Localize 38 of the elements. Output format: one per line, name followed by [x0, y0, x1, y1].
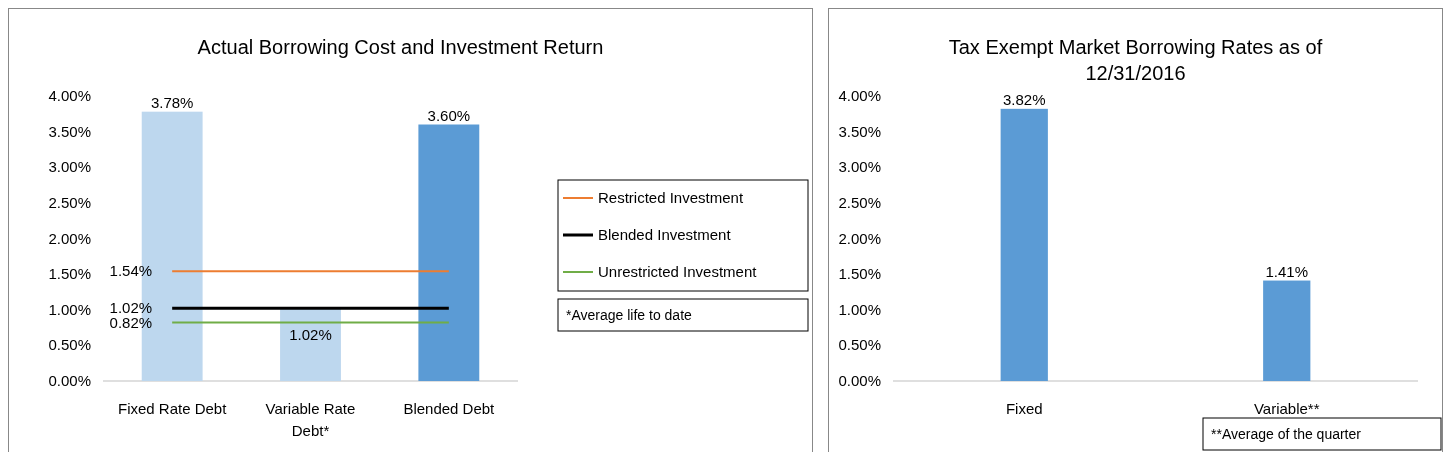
y-tick-label: 0.50%	[838, 336, 881, 354]
y-tick-label: 4.00%	[838, 87, 881, 104]
data-label: 1.54%	[109, 262, 153, 280]
x-tick-label: Blended Debt	[403, 400, 496, 417]
chart-title: Tax Exempt Market Borrowing Rates as of 12/31/2016	[948, 36, 1323, 84]
y-tick-label: 3.00%	[838, 158, 881, 176]
y-tick-label: 3.50%	[48, 122, 91, 140]
x-tick-label: Variable Rate Debt*	[265, 400, 356, 439]
y-tick-label: 3.00%	[48, 158, 91, 176]
data-label: 3.60%	[427, 106, 471, 124]
bar	[418, 124, 480, 381]
y-tick-label: 3.50%	[838, 122, 881, 140]
data-label: 1.41%	[1265, 262, 1309, 280]
legend-label: Blended Investment	[598, 226, 732, 243]
y-tick-label: 2.50%	[838, 193, 881, 211]
x-tick-label: Variable**	[1253, 400, 1320, 417]
x-tick-label: Fixed	[1005, 400, 1043, 417]
data-label: 1.02%	[289, 326, 332, 344]
legend-label: Restricted Investment	[598, 189, 744, 206]
bar	[280, 308, 341, 381]
y-tick-label: 2.00%	[838, 229, 881, 247]
y-tick-label: 0.50%	[48, 336, 91, 354]
text: **Average of the quarter	[1211, 426, 1362, 442]
y-tick-label: 1.00%	[838, 300, 881, 318]
y-tick-label: 1.00%	[48, 300, 91, 318]
data-label: 3.78%	[150, 93, 194, 111]
chart-title: Actual Borrowing Cost and Investment Return	[197, 36, 604, 58]
y-tick-label: 2.50%	[48, 193, 91, 211]
y-tick-label: 2.00%	[48, 229, 91, 247]
data-label: 3.82%	[1002, 90, 1046, 108]
legend-label: Unrestricted Investment	[598, 263, 758, 280]
y-tick-label: 4.00%	[48, 87, 91, 104]
y-tick-label: 0.00%	[838, 372, 881, 389]
y-tick-label: 1.50%	[48, 265, 91, 283]
x-tick-label: Fixed Rate Debt	[117, 400, 228, 417]
y-tick-label: 1.50%	[838, 265, 881, 283]
text: *Average life to date	[566, 307, 693, 323]
y-tick-label: 0.00%	[48, 372, 91, 389]
